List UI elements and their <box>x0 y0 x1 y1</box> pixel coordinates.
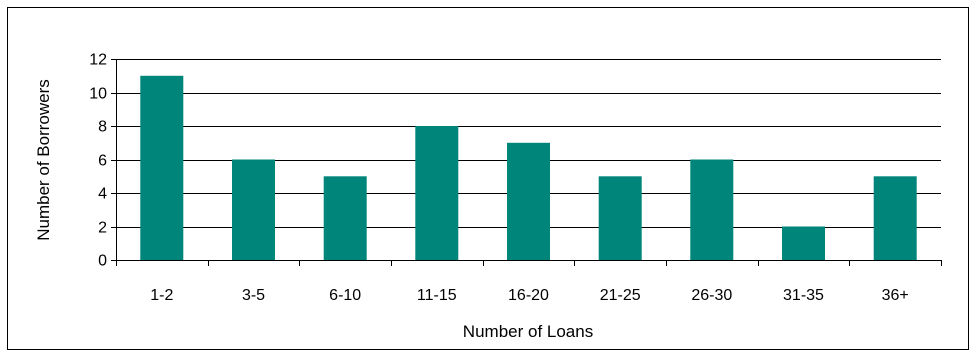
x-tick-label: 3-5 <box>242 287 265 304</box>
axes <box>111 59 942 266</box>
bar-11-15 <box>415 126 459 260</box>
bar-31-35 <box>782 226 825 260</box>
x-tick-label: 21-25 <box>600 287 641 304</box>
y-tick-label: 6 <box>98 153 107 170</box>
bars <box>140 75 917 261</box>
y-axis-title: Number of Borrowers <box>34 79 53 241</box>
bar-6-10 <box>323 176 367 261</box>
x-tick-label: 26-30 <box>691 287 732 304</box>
bar-16-20 <box>507 142 550 261</box>
x-tick-label: 6-10 <box>329 287 361 304</box>
y-tick-label: 12 <box>89 52 107 69</box>
y-tick-label: 2 <box>98 220 107 237</box>
x-tick-label: 11-15 <box>417 287 457 304</box>
y-tick-labels: 0 2 4 6 8 10 12 <box>89 52 107 270</box>
x-tick-label: 1-2 <box>150 287 173 304</box>
x-tick-labels: 1-2 3-5 6-10 11-15 16-20 21-25 26-30 31-35 36+ <box>150 287 909 304</box>
bar-36+ <box>873 176 917 261</box>
bar-26-30 <box>690 159 734 260</box>
x-tick-label: 31-35 <box>783 287 824 304</box>
bar-3-5 <box>232 159 275 260</box>
y-tick-label: 4 <box>98 186 107 203</box>
x-tick-label: 16-20 <box>508 287 549 304</box>
y-tick-label: 8 <box>98 119 107 136</box>
y-tick-label: 10 <box>89 86 107 103</box>
bar-21-25 <box>598 176 642 261</box>
bar-1-2 <box>140 75 184 261</box>
y-tick-label: 0 <box>98 253 107 270</box>
x-axis-title: Number of Loans <box>463 322 593 341</box>
x-tick-label: 36+ <box>882 287 909 304</box>
